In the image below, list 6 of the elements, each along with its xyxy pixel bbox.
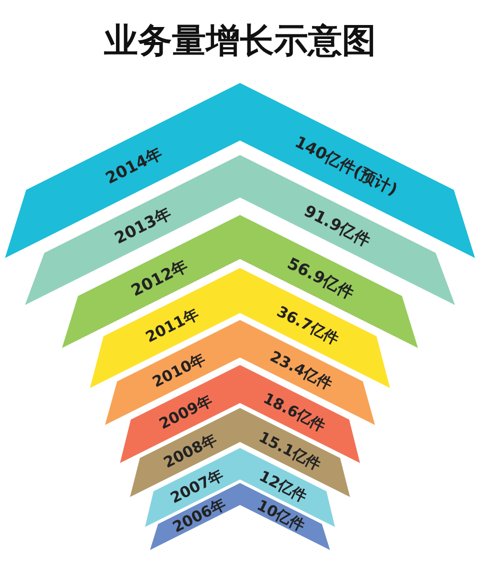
data-label: 23.4亿件	[267, 347, 336, 394]
data-label: 36.7亿件	[274, 302, 342, 349]
data-label: 140亿件(预计)	[292, 132, 401, 200]
data-label: 91.9亿件	[301, 201, 374, 250]
title: 业务量增长示意图	[104, 21, 376, 61]
data-label: 56.9亿件	[284, 254, 357, 303]
